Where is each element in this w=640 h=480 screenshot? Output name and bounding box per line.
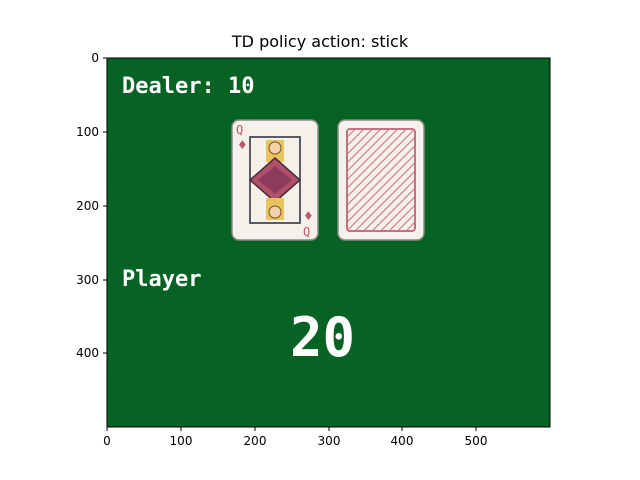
figure-title: TD policy action: stick <box>231 32 409 51</box>
x-tick-label: 0 <box>103 434 111 448</box>
y-tick-label: 100 <box>76 125 99 139</box>
x-axis: 0 100 200 300 400 500 <box>103 427 487 448</box>
y-tick-label: 400 <box>76 346 99 360</box>
y-tick-label: 300 <box>76 273 99 287</box>
x-tick-label: 500 <box>465 434 488 448</box>
x-tick-label: 300 <box>318 434 341 448</box>
x-tick-label: 100 <box>170 434 193 448</box>
player-total: 20 <box>290 306 355 369</box>
dealer-label: Dealer: 10 <box>122 74 254 99</box>
card-rank-bottom: Q <box>303 225 310 239</box>
x-tick-label: 400 <box>391 434 414 448</box>
player-label: Player <box>122 267 201 292</box>
card-rank-top: Q <box>236 123 243 137</box>
y-tick-label: 0 <box>91 51 99 65</box>
y-tick-label: 200 <box>76 199 99 213</box>
y-axis: 0 100 200 300 400 <box>76 51 107 360</box>
x-tick-label: 200 <box>244 434 267 448</box>
game-board <box>107 58 550 427</box>
dealer-card-queen: Q ♦ ♦ Q <box>231 119 319 241</box>
card-suit-top-icon: ♦ <box>237 138 248 152</box>
card-suit-bottom-icon: ♦ <box>303 209 314 223</box>
hidden-card-back <box>337 119 425 241</box>
